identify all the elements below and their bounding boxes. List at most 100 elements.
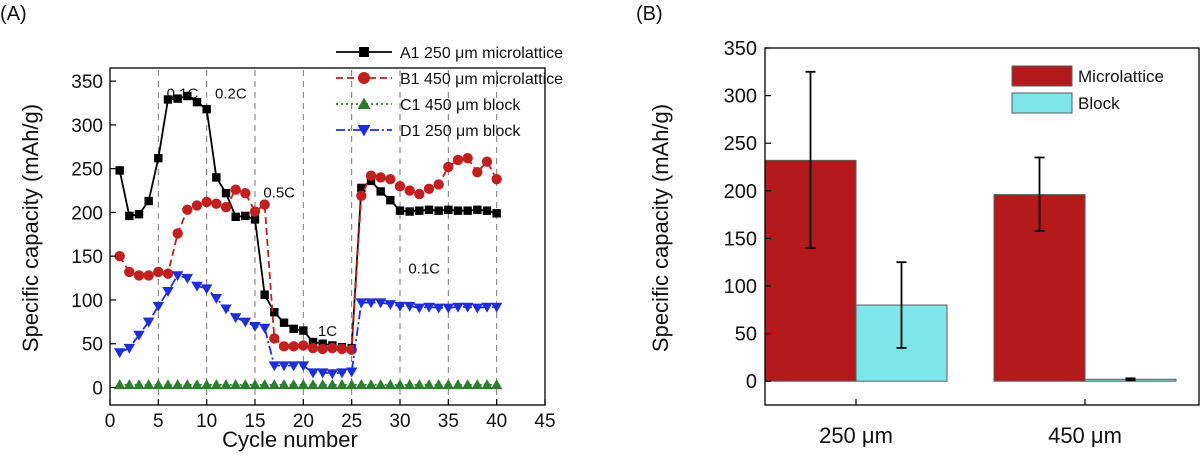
data-point	[472, 166, 483, 178]
data-point	[365, 379, 377, 390]
data-point	[442, 379, 455, 390]
data-point	[492, 209, 501, 218]
category-label: 250 μm	[819, 423, 893, 448]
data-point	[405, 207, 414, 216]
data-point	[173, 94, 182, 103]
data-point	[134, 209, 144, 219]
data-point	[278, 361, 290, 372]
data-point	[299, 326, 308, 335]
x-tick-label: 5	[153, 411, 164, 432]
data-point	[230, 184, 241, 195]
data-point	[394, 379, 406, 390]
data-point	[318, 339, 327, 348]
data-point	[452, 302, 464, 313]
data-point	[317, 343, 328, 355]
data-point	[114, 250, 125, 262]
data-point	[287, 361, 300, 372]
data-point	[384, 300, 397, 311]
data-point	[307, 342, 319, 354]
data-point	[258, 379, 271, 390]
data-point	[162, 287, 174, 297]
y-tick-label: 200	[71, 203, 103, 224]
data-point	[471, 379, 484, 390]
panel-a-plot: 0.1C 0.2C 0.5C 1C 0.1C 0 5 10 15 20 25 30 35 40 45 0 50 1…	[71, 67, 556, 432]
data-point	[452, 154, 464, 166]
data-point	[142, 379, 155, 390]
data-point	[491, 173, 502, 185]
data-point	[289, 324, 298, 334]
y-tick-label: 50	[735, 324, 757, 346]
data-point	[259, 199, 270, 210]
data-point	[268, 379, 281, 390]
data-point	[287, 379, 300, 390]
y-tick-label: 250	[724, 133, 757, 155]
data-point	[413, 379, 426, 390]
data-point	[191, 281, 203, 292]
y-tick-label: 350	[724, 38, 757, 60]
plot-frame	[764, 47, 1200, 406]
data-point	[365, 170, 377, 181]
data-point	[152, 301, 165, 312]
rate-label: 0.2C	[215, 86, 247, 103]
data-point	[374, 379, 387, 390]
data-point	[124, 266, 135, 278]
data-point	[404, 185, 415, 196]
data-point	[249, 379, 261, 390]
y-tick-label: 50	[82, 335, 103, 356]
data-point	[144, 196, 153, 206]
series-line-0	[118, 95, 497, 350]
data-point	[115, 166, 124, 175]
y-tick-label: 100	[724, 276, 757, 298]
data-point	[403, 301, 416, 312]
data-point	[231, 212, 240, 222]
data-point	[260, 290, 269, 299]
x-tick-label: 40	[486, 411, 507, 432]
series-line-3	[119, 274, 497, 375]
legend-swatch-0	[1011, 65, 1073, 87]
data-point	[394, 301, 406, 312]
data-point	[270, 308, 279, 317]
y-tick-label: 0	[746, 371, 757, 393]
data-point	[481, 379, 493, 390]
data-point	[288, 341, 299, 352]
data-point	[443, 161, 454, 173]
data-point	[162, 379, 174, 390]
y-tick-label: 150	[724, 228, 757, 250]
data-point	[181, 379, 194, 390]
data-point	[365, 298, 377, 309]
data-point	[171, 379, 184, 390]
data-point	[269, 333, 280, 344]
legend-marker-2	[357, 97, 371, 109]
panel-b-plot: 0 50 100 150 200 250 300 350 250 μm 450 μm	[724, 38, 1200, 448]
plot-frame	[109, 67, 546, 406]
x-tick-label: 10	[196, 411, 217, 432]
data-point	[434, 206, 443, 215]
data-point	[298, 340, 309, 351]
x-tick-label: 25	[341, 411, 362, 432]
data-point	[212, 173, 221, 182]
data-point	[220, 304, 232, 315]
data-point	[394, 180, 406, 192]
panel-a: (A) 0.1C 0.2C 0.5C 1C 0.1C 0 5 10 15 20 25 30 35 40 45…	[0, 3, 563, 452]
x-tick-label: 0	[105, 411, 116, 432]
data-point	[336, 368, 348, 379]
panel-b-label: (B)	[636, 3, 663, 25]
data-point	[279, 318, 289, 327]
data-point	[403, 379, 416, 390]
data-point	[125, 211, 134, 221]
data-point	[162, 268, 174, 279]
legend-marker-0	[359, 47, 369, 57]
y-tick-label: 300	[71, 116, 103, 137]
data-point	[250, 215, 260, 224]
x-tick-label: 30	[389, 411, 410, 432]
data-point	[278, 379, 290, 390]
data-point	[462, 152, 473, 164]
data-point	[375, 172, 386, 183]
x-tick-label: 35	[438, 411, 459, 432]
legend-marker-1	[358, 72, 370, 84]
data-point	[258, 323, 271, 334]
data-point	[210, 294, 223, 304]
y-tick-label: 100	[71, 291, 103, 312]
data-point	[278, 341, 290, 352]
data-point	[384, 379, 397, 390]
